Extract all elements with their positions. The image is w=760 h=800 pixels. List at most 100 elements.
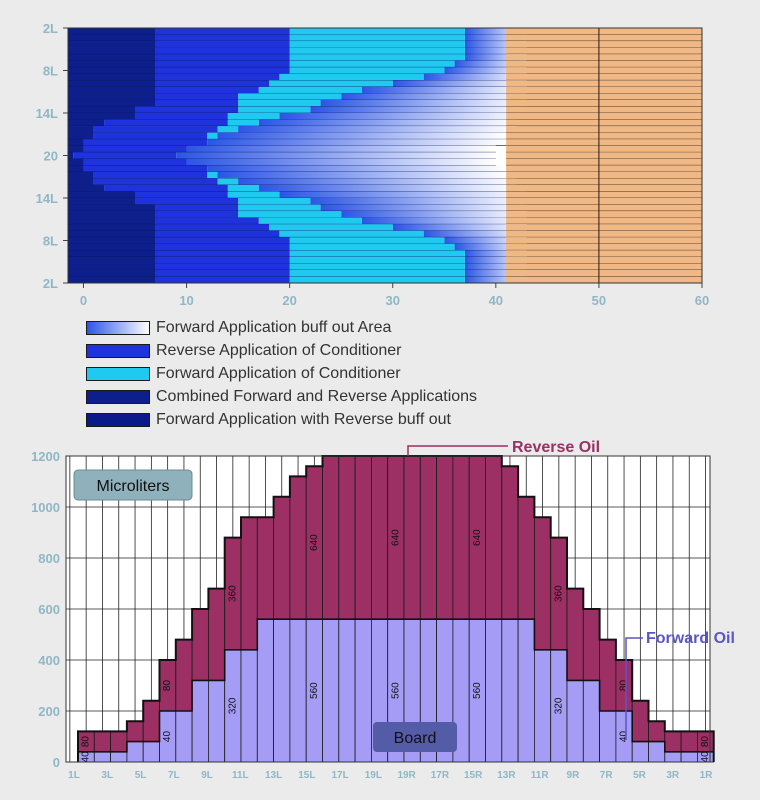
- legend-item-buff-out: Forward Application buff out Area: [86, 316, 477, 339]
- x-tick-label: 17L: [331, 770, 348, 781]
- buff-out-area: [464, 47, 527, 55]
- reverse-application-bar: [155, 67, 290, 74]
- buff-out-area: [444, 67, 527, 74]
- reverse-application-bar: [83, 145, 187, 153]
- pad-band: [506, 106, 702, 113]
- reverse-oil-bar: [370, 455, 389, 620]
- forward-application-bar: [217, 126, 239, 133]
- reverse-application-bar: [155, 217, 259, 225]
- application-pattern-chart: 0 10 20 30 40 50 60 2L 8L 14L 20 14L 8L 2L: [36, 21, 710, 308]
- y-tick-label: 2L: [43, 21, 58, 36]
- x-tick-label: 1L: [68, 770, 80, 781]
- y-tick-label: 14L: [36, 191, 58, 206]
- reverse-application-bar: [155, 99, 239, 107]
- forward-application-bar: [289, 34, 465, 42]
- forward-application-bar: [289, 47, 465, 55]
- forward-application-bar: [289, 269, 465, 277]
- ylabel-box: [73, 469, 193, 501]
- reverse-oil-bar: [93, 730, 112, 753]
- forward-oil-bar: [534, 649, 552, 763]
- combined-application-bar: [68, 217, 156, 225]
- combined-application-bar: [68, 204, 156, 212]
- pad-band: [506, 86, 702, 94]
- x-tick-label: 17R: [431, 770, 450, 781]
- reverse-application-bar: [155, 237, 290, 244]
- x-tick-label: 13R: [497, 770, 516, 781]
- legend-item-forward: Forward Application of Conditioner: [86, 362, 477, 385]
- combined-application-bar: [68, 47, 156, 55]
- forward-application-bar: [238, 99, 321, 107]
- combined-application-bar: [68, 34, 156, 42]
- pad-band: [506, 269, 702, 277]
- reverse-application-bar: [93, 132, 208, 140]
- combined-application-bar: [68, 171, 94, 179]
- forward-oil-bar: [599, 710, 617, 763]
- buff-out-area: [464, 276, 527, 283]
- reverse-application-bar: [155, 73, 280, 81]
- legend-label-buff-out: Forward Application buff out Area: [156, 318, 392, 336]
- buff-out-area: [454, 243, 527, 251]
- pad-band: [506, 152, 702, 159]
- reverse-application-bar: [155, 243, 290, 251]
- forward-application-bar: [207, 171, 218, 179]
- oil-volume-chart: 40 80 80 40 360 320 640 560 640 560 640 560 360 320 40…: [31, 439, 735, 781]
- reverse-application-bar: [104, 184, 228, 192]
- pad-band: [506, 60, 702, 68]
- forward-application-bar: [279, 230, 424, 238]
- x-tick-label: 1R: [700, 770, 714, 781]
- combined-application-bar: [68, 184, 105, 192]
- buff-out-area: [186, 145, 496, 153]
- legend: Forward Application buff out Area Revers…: [86, 316, 477, 431]
- combined-application-bar: [68, 250, 156, 257]
- combined-application-bar: [68, 211, 156, 218]
- top-plot-border: [67, 27, 703, 284]
- pad-band: [506, 230, 702, 238]
- y-tick-label: 0: [53, 755, 60, 770]
- x-tick-label: 30: [385, 293, 399, 308]
- buff-out-area: [320, 204, 527, 212]
- reverse-oil-bar: [142, 700, 160, 742]
- pad-band: [506, 158, 702, 166]
- buff-out-area: [361, 86, 527, 94]
- x-tick-label: 11R: [531, 770, 550, 781]
- reverse-application-bar: [93, 171, 208, 179]
- forward-application-bar: [289, 41, 465, 48]
- forward-oil-bar: [485, 618, 503, 763]
- x-tick-label: 10: [179, 293, 193, 308]
- forward-oil-bar: [110, 751, 128, 763]
- combined-application-bar: [68, 126, 94, 133]
- pad-band: [506, 47, 702, 55]
- legend-swatch-forward: [86, 366, 150, 381]
- x-tick-label: 9R: [567, 770, 581, 781]
- combined-application-bar: [68, 256, 156, 264]
- legend-label-combined: Combined Forward and Reverse Application…: [156, 387, 478, 405]
- y-tick-label: 200: [38, 704, 60, 719]
- reverse-oil-bar: [240, 516, 258, 651]
- forward-oil-bar: [631, 741, 649, 763]
- reverse-application-bar: [155, 230, 280, 238]
- buff-out-area: [279, 191, 527, 198]
- pad-band: [506, 276, 702, 283]
- reverse-application-bar: [93, 178, 218, 185]
- y-tick-label: 1000: [31, 500, 60, 515]
- legend-label-reverse: Reverse Application of Conditioner: [156, 341, 402, 359]
- buff-out-area: [464, 34, 527, 42]
- pad-band: [506, 145, 702, 153]
- reverse-application-bar: [155, 204, 239, 212]
- forward-oil-bar: [664, 751, 682, 763]
- reverse-oil-bar: [256, 516, 274, 620]
- reverse-oil-bar: [207, 588, 226, 681]
- pad-band: [506, 126, 702, 133]
- forward-oil-bar: [273, 618, 291, 763]
- forward-application-bar: [207, 132, 218, 140]
- buff-out-area: [176, 152, 496, 159]
- y-tick-label: 14L: [36, 106, 58, 121]
- combined-application-bar: [68, 198, 136, 205]
- reverse-oil-bar: [501, 465, 519, 620]
- y-tick-label: 400: [38, 653, 60, 668]
- pad-band: [506, 119, 702, 127]
- pad-band: [506, 211, 702, 218]
- forward-application-bar: [289, 256, 465, 264]
- combined-application-bar: [68, 178, 94, 185]
- legend-swatch-combined: [86, 389, 150, 404]
